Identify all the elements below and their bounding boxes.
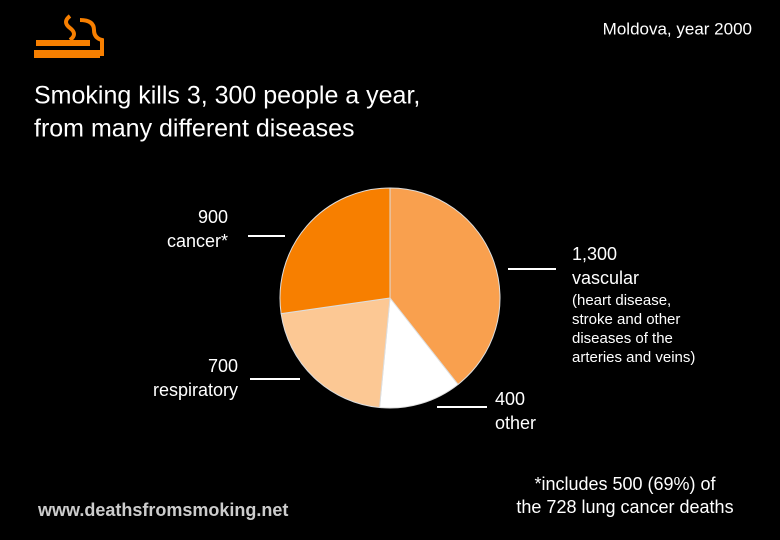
category-label: vascular bbox=[572, 268, 639, 288]
pie-slice bbox=[378, 296, 459, 409]
source: www.deathsfromsmoking.net bbox=[37, 500, 288, 520]
category-label: cancer* bbox=[167, 231, 228, 251]
pie-slice bbox=[280, 297, 391, 409]
footnote: *includes 500 (69%) of bbox=[534, 474, 716, 494]
value-label: 700 bbox=[208, 356, 238, 376]
logo bbox=[34, 14, 104, 58]
pie-slice bbox=[389, 187, 501, 386]
annotation: (heart disease, bbox=[572, 292, 671, 309]
annotation: diseases of the bbox=[572, 330, 673, 347]
pie-slice bbox=[279, 187, 391, 315]
value-label: 900 bbox=[198, 207, 228, 227]
footnote: the 728 lung cancer deaths bbox=[516, 497, 733, 517]
annotation: arteries and veins) bbox=[572, 349, 695, 366]
annotation: stroke and other bbox=[572, 311, 680, 328]
chart-title: from many different diseases bbox=[34, 115, 355, 143]
category-label: respiratory bbox=[153, 380, 238, 400]
subtitle: Moldova, year 2000 bbox=[603, 19, 752, 38]
category-label: other bbox=[495, 413, 536, 433]
value-label: 400 bbox=[495, 389, 525, 409]
chart-title: Smoking kills 3, 300 people a year, bbox=[34, 82, 420, 110]
value-label: 1,300 bbox=[572, 244, 617, 264]
